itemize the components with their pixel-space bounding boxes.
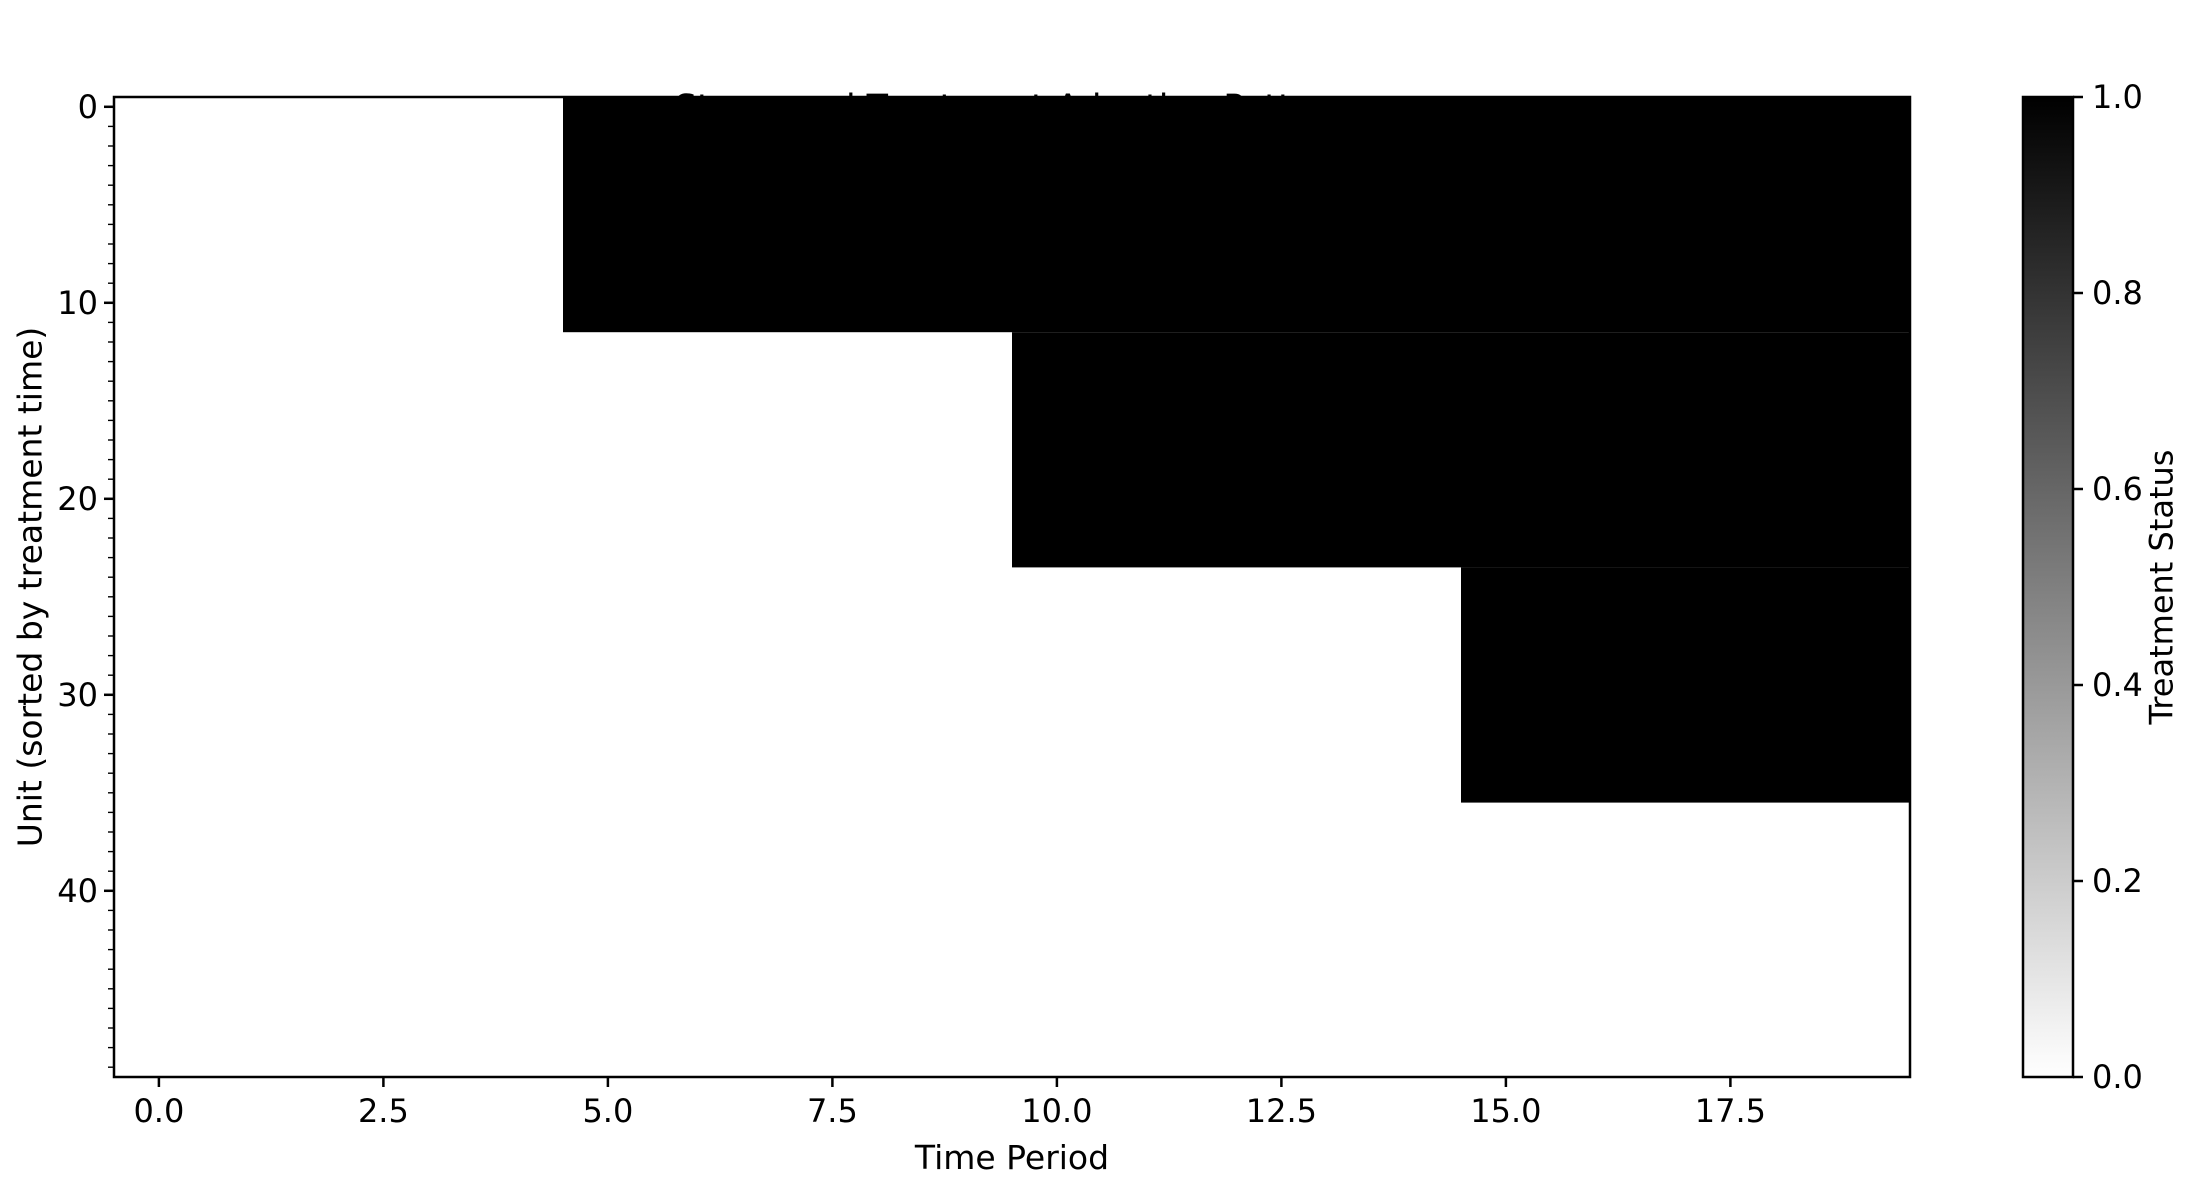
- colorbar-tick-label: 1.0: [2092, 78, 2143, 116]
- chart-title: Staggered Treatment Adoption Pattern (Wh…: [114, 8, 1910, 328]
- x-tick-label: 12.5: [1245, 1092, 1318, 1130]
- y-tick-label: 10: [57, 283, 98, 322]
- x-tick-label: 5.0: [582, 1092, 634, 1130]
- treated-region: [563, 97, 1910, 333]
- colorbar-tick-label: 0.2: [2092, 862, 2143, 900]
- y-tick-label: 30: [57, 675, 98, 714]
- chart-title-line1: Staggered Treatment Adoption Pattern: [674, 88, 1350, 128]
- colorbar-label: Treatment Status: [2142, 449, 2181, 725]
- y-tick-label: 0: [77, 87, 98, 126]
- chart-title-line2: (White = Untreated, Black = Treated): [684, 208, 1340, 248]
- treated-region: [1461, 567, 1910, 803]
- colorbar-tick-label: 0.8: [2092, 274, 2143, 312]
- x-tick-label: 17.5: [1694, 1092, 1767, 1130]
- colorbar-tick-label: 0.6: [2092, 470, 2143, 508]
- y-tick-label: 40: [57, 871, 98, 910]
- heatmap-cells: [114, 97, 1910, 1077]
- colorbar-gradient: [2023, 97, 2073, 1077]
- x-tick-label: 10.0: [1021, 1092, 1093, 1130]
- x-tick-label: 2.5: [357, 1092, 409, 1130]
- x-tick-label: 15.0: [1470, 1092, 1542, 1130]
- colorbar-outline: [2021, 95, 2075, 1079]
- y-tick-label: 20: [57, 479, 98, 518]
- y-axis-label: Unit (sorted by treatment time): [10, 326, 50, 848]
- x-tick-label: 7.5: [806, 1092, 858, 1130]
- x-tick-label: 0.0: [133, 1092, 185, 1130]
- axes-spines: [112, 95, 1912, 1079]
- colorbar: [2021, 95, 2083, 1079]
- colorbar-tick-label: 0.0: [2092, 1058, 2143, 1096]
- axes-ticks-and-spines: [104, 95, 1912, 1087]
- treated-region: [1012, 332, 1910, 568]
- colorbar-tick-label: 0.4: [2092, 666, 2143, 704]
- x-axis-label: Time Period: [914, 1138, 1110, 1177]
